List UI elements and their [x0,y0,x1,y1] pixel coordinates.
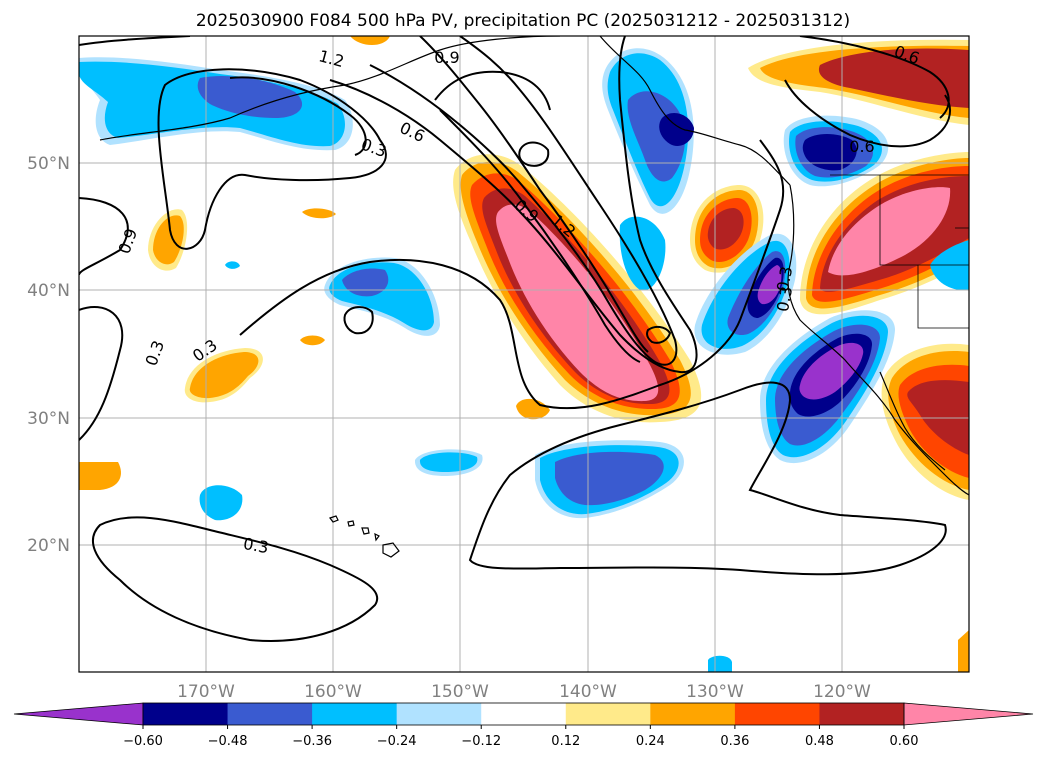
lat-label-30n: 30°N [27,409,70,429]
contour-label-10: 0.3 [773,265,796,293]
canada-border [830,174,969,329]
neg-aleutian-core [197,75,303,118]
neg-small-5 [708,655,732,672]
colorbar-tick-label: −0.24 [377,734,417,749]
colorbar-tick-label: −0.36 [292,734,332,749]
contour-0-3-aleutian [157,68,387,250]
lat-label-40n: 40°N [27,281,70,301]
colorbar-segment [650,703,736,725]
lon-label-150w: 150°W [431,682,489,702]
contour-west-arc [79,36,191,46]
contour-label-13: 0.3 [242,534,270,557]
contour-small-ring-3 [646,325,672,344]
colorbar-tick-label: 0.60 [890,734,919,749]
contour-0-9-core [439,109,641,363]
neg-small-2 [199,485,243,521]
contour-0-6-north [329,36,698,374]
neg-coast-purple [757,265,782,305]
lon-label-130w: 130°W [686,682,744,702]
colorbar-tick-label: −0.12 [461,734,501,749]
neg-mid-core [342,268,389,297]
contour-mid-arc [434,70,551,111]
lon-labels: 170°W 160°W 150°W 140°W 130°W 120°W [177,682,871,702]
colorbar-tick-label: 0.48 [805,734,834,749]
lon-label-170w: 170°W [177,682,235,702]
colorbar-tick-label: 0.24 [636,734,665,749]
lat-labels: 20°N 30°N 40°N 50°N [27,154,70,556]
pos-blob-top [350,36,390,45]
pv-contours [79,36,951,642]
contour-label-2: 0.9 [434,48,459,67]
colorbar-outline [142,702,905,726]
pos-band-core [496,204,659,402]
map-title: 2025030900 F084 500 hPa PV, precipitatio… [196,11,850,31]
contour-1-2 [419,36,649,353]
pos-pnw-core [828,187,951,276]
contour-label-14: 0.3 [773,285,796,313]
map-panel: 1.2 0.9 0.6 0.3 0.6 0.9 1.2 0.9 0.6 0.3 … [78,35,970,673]
contour-0-6-aleutian [229,76,367,156]
colorbar-tick-label: 0.12 [551,734,580,749]
lon-label-160w: 160°W [304,682,362,702]
contour-small-ring-1 [518,141,550,167]
pos-blob-corner [958,630,969,672]
contour-small-ring-2 [343,306,374,335]
colorbar-ticks: −0.60 −0.48 −0.36 −0.24 −0.12 0.12 0.24 0.36 0.4… [123,725,918,749]
colorbar-segment [734,703,820,725]
neg-gulf-alaska-dark [659,113,694,147]
pos-ring-darkred [707,208,744,250]
pos-blob-small-3 [516,398,550,420]
pos-blob-small-1 [302,208,336,219]
neg-baja-purple [799,342,864,400]
neg-bc-dark [802,134,857,171]
shaded-field [79,36,969,672]
neg-small-1-core [419,452,478,472]
north-america-coast [787,184,969,496]
pos-blob-30n-core [189,352,259,399]
contour-label-9: 0.6 [849,137,874,156]
colorbar-tick-label: 0.36 [720,734,749,749]
colorbar-tick-label: −0.60 [123,734,163,749]
colorbar: −0.60 −0.48 −0.36 −0.24 −0.12 0.12 0.24 0.36 0.4… [13,702,1034,749]
colorbar-segment [227,703,313,725]
pos-northeast-red [818,48,969,108]
contour-0-9 [369,36,678,366]
coastlines [99,36,969,558]
hawaii-islands [329,515,400,558]
colorbar-segment [565,703,651,725]
pos-blob-west-core [153,215,184,265]
contour-0-3-east [468,381,947,576]
lat-label-50n: 50°N [27,154,70,174]
colorbar-segment [481,703,567,725]
lon-label-120w: 120°W [813,682,871,702]
colorbar-segment [819,703,905,725]
contour-0-3-north [79,139,785,441]
lon-label-140w: 140°W [559,682,617,702]
pos-blob-far-west [79,462,121,490]
lat-label-20n: 20°N [27,536,70,556]
colorbar-extend-high [903,702,1034,726]
map-frame [78,35,970,673]
contour-0-3-south [91,516,379,642]
contour-0-6-northeast [784,36,951,148]
baja-coast [879,371,946,471]
neg-20n-core [555,451,664,506]
colorbar-segment [143,703,229,725]
colorbar-segment [312,703,398,725]
colorbar-segment [396,703,482,725]
colorbar-segments [13,702,1034,726]
neg-small-6 [225,261,240,269]
colorbar-extend-low [13,702,144,726]
pos-blob-small-2 [300,335,325,346]
colorbar-tick-label: −0.48 [208,734,248,749]
